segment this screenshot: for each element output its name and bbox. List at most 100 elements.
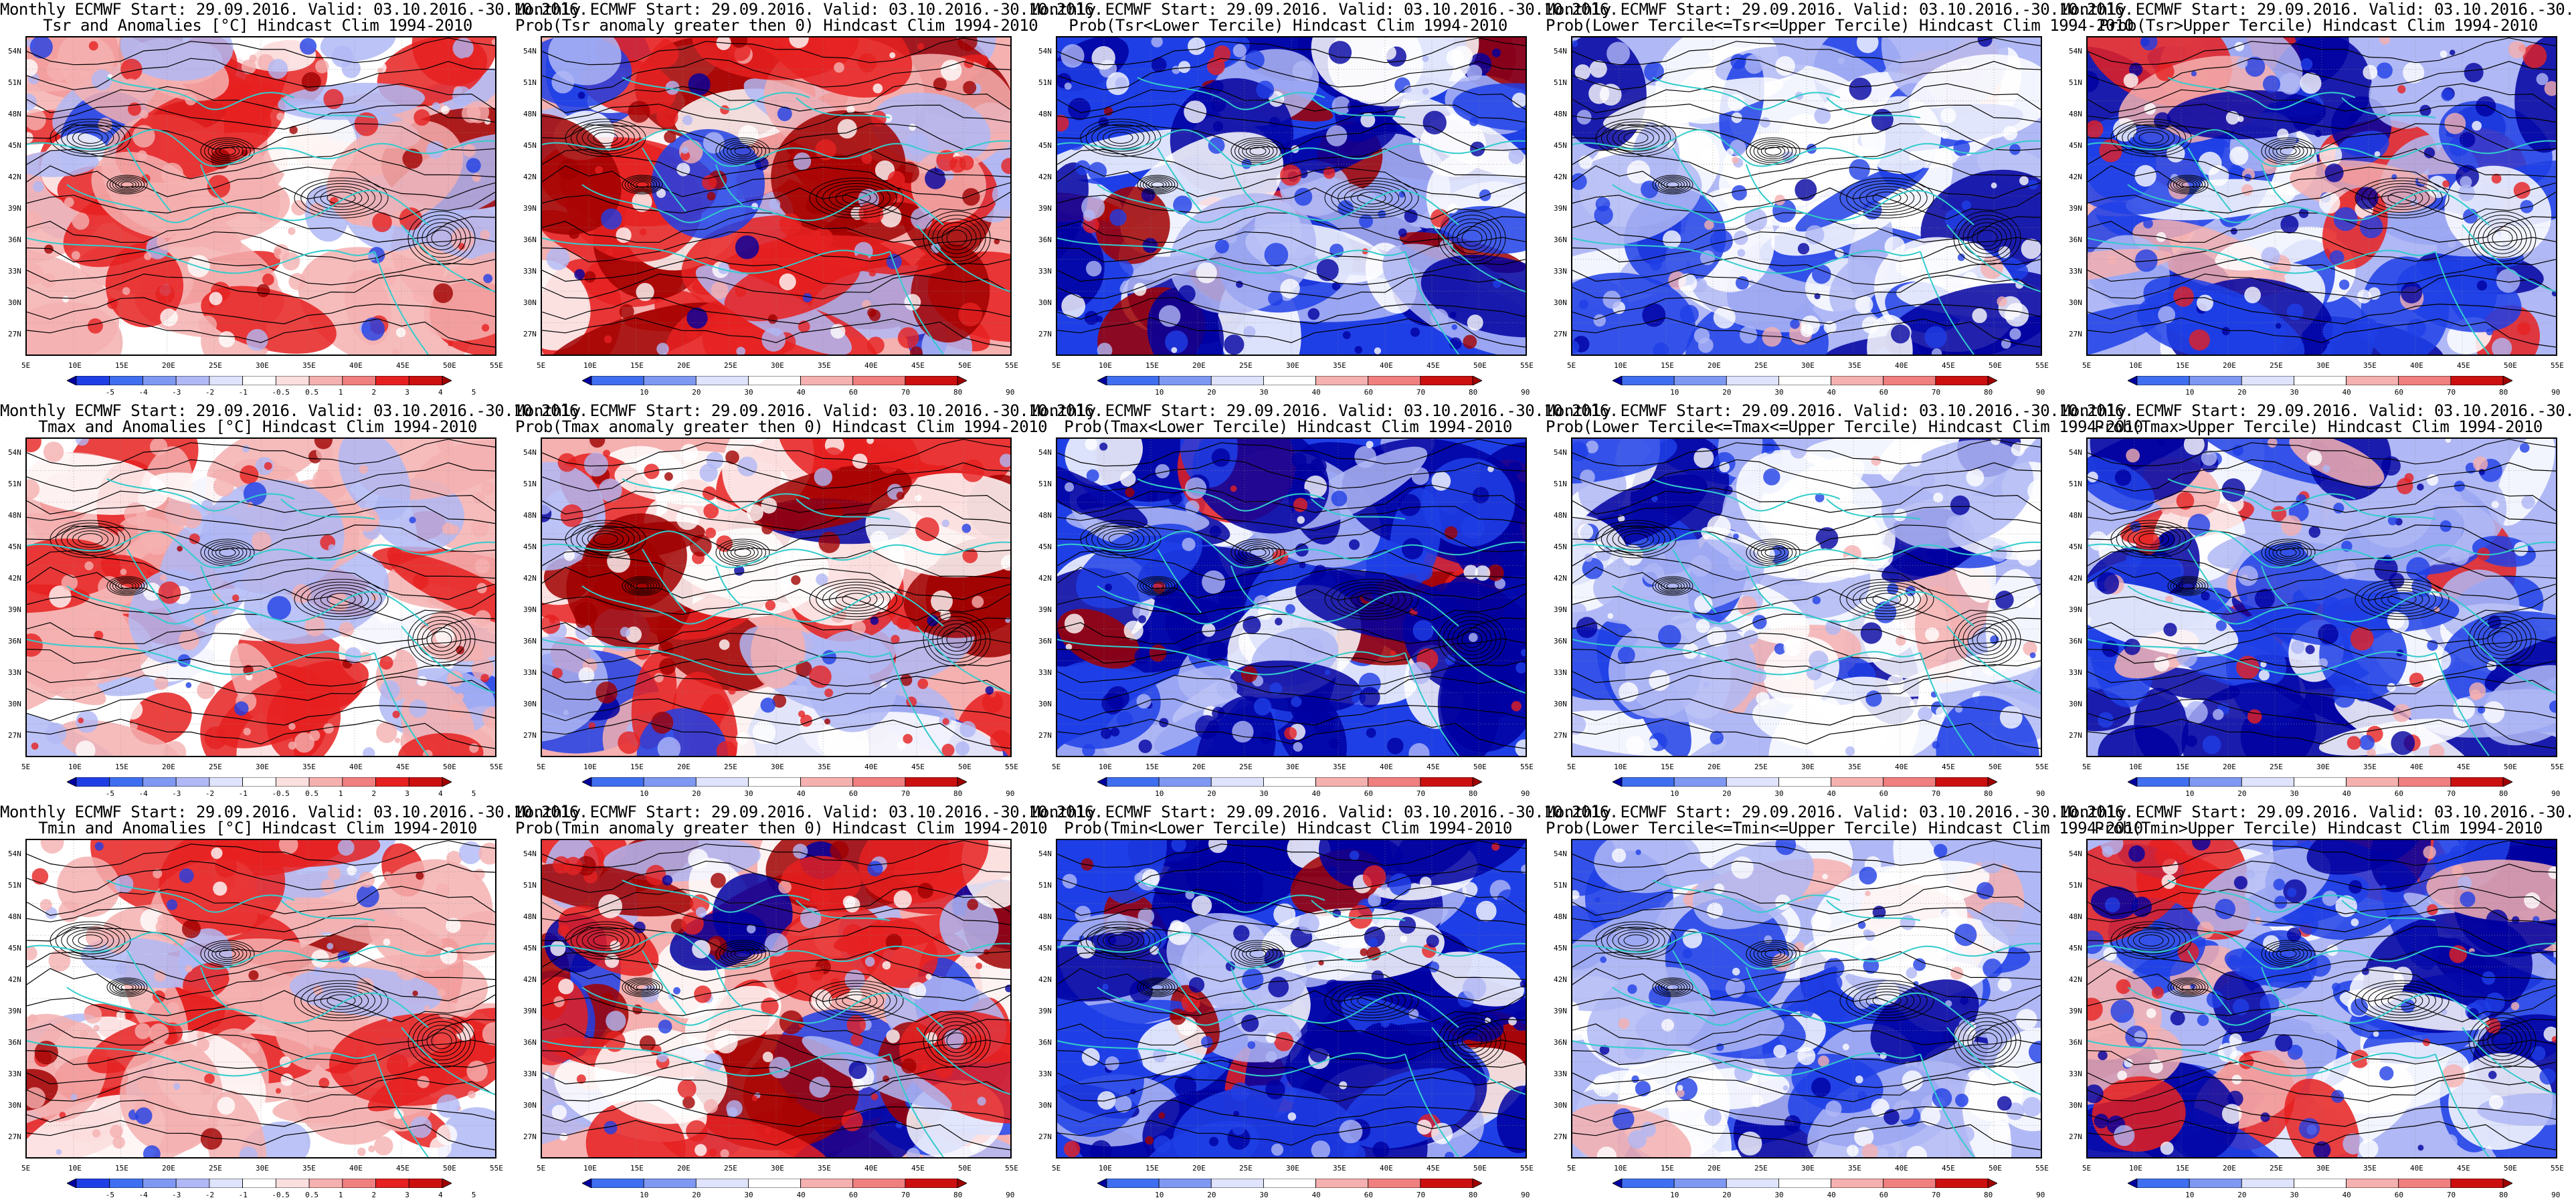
map-canvas (2086, 839, 2557, 1159)
colorbar-tick-label: 0.5 (305, 388, 318, 397)
longitude-label: 35E (818, 1164, 831, 1173)
colorbar-tick-label: 70 (2446, 1191, 2456, 1199)
latitude-label: 51N (523, 480, 537, 488)
latitude-label: 45N (1554, 944, 1567, 952)
map-canvas (1056, 839, 1527, 1159)
latitude-label: 30N (523, 298, 537, 307)
colorbar-tick-label: 4 (438, 1191, 443, 1199)
colorbar-tick-label: 10 (2185, 388, 2195, 397)
colorbar-tick-label: 40 (1311, 1191, 1321, 1199)
colorbar (67, 1179, 452, 1188)
colorbar-tick-label: 80 (2499, 1191, 2508, 1199)
colorbar-tick-label: 30 (1259, 388, 1269, 397)
latitude-label: 36N (523, 1038, 537, 1047)
map-canvas (1056, 36, 1527, 356)
longitude-label: 50E (1989, 1164, 2002, 1173)
colorbar-tick-label: -0.5 (272, 388, 290, 397)
longitude-label: 25E (1239, 361, 1253, 370)
latitude-label: 27N (8, 731, 21, 740)
longitude-label: 45E (2457, 763, 2470, 771)
longitude-label: 15E (2176, 763, 2189, 771)
latitude-label: 54N (1038, 849, 1052, 858)
panel-title-line1: Monthly ECMWF Start: 29.09.2016. Valid: … (2061, 401, 2576, 420)
map-panel: Monthly ECMWF Start: 29.09.2016. Valid: … (515, 0, 1103, 401)
latitude-label: 42N (2069, 975, 2082, 984)
colorbar-tick-label: 80 (1984, 388, 1993, 397)
map-panel: Monthly ECMWF Start: 29.09.2016. Valid: … (0, 401, 588, 803)
latitude-label: 36N (1038, 1038, 1052, 1047)
latitude-label: 45N (2069, 141, 2082, 150)
colorbar-tick-label: 10 (640, 388, 649, 397)
panel-title-line1: Monthly ECMWF Start: 29.09.2016. Valid: … (515, 401, 1103, 420)
longitude-label: 40E (864, 763, 878, 771)
longitude-label: 35E (1333, 361, 1346, 370)
longitude-label: 10E (2129, 763, 2142, 771)
longitude-label: 45E (396, 763, 409, 771)
colorbar-tick-label: -5 (105, 789, 114, 798)
latitude-label: 30N (1554, 1101, 1567, 1110)
latitude-label: 36N (2069, 1038, 2082, 1047)
longitude-label: 20E (677, 361, 691, 370)
latitude-label: 39N (523, 204, 537, 213)
colorbar-tick-label: 90 (1006, 1191, 1015, 1199)
panel-title-line2: Tsr and Anomalies [°C] Hindcast Clim 199… (43, 16, 472, 35)
longitude-label: 25E (1754, 1164, 1768, 1173)
colorbar-tick-label: 40 (1827, 1191, 1836, 1199)
longitude-label: 20E (1192, 763, 1206, 771)
colorbar-tick-label: 60 (1364, 388, 1373, 397)
latitude-label: 33N (1554, 267, 1567, 276)
longitude-label: 25E (2270, 1164, 2283, 1173)
latitude-label: 48N (523, 912, 537, 921)
latitude-label: 30N (2069, 1101, 2082, 1110)
colorbar-tick-label: 70 (1416, 1191, 1426, 1199)
colorbar-tick-label: 40 (2342, 388, 2351, 397)
longitude-label: 40E (349, 1164, 363, 1173)
colorbar-tick-label: 30 (1774, 789, 1784, 798)
longitude-label: 45E (1427, 361, 1440, 370)
longitude-label: 25E (1754, 361, 1768, 370)
colorbar (1613, 1179, 1997, 1188)
longitude-label: 10E (68, 763, 82, 771)
latitude-label: 42N (2069, 574, 2082, 583)
colorbar-tick-label: 90 (1006, 789, 1015, 798)
longitude-label: 50E (443, 1164, 456, 1173)
latitude-label: 36N (2069, 637, 2082, 645)
longitude-label: 55E (1005, 763, 1018, 771)
longitude-label: 25E (1754, 763, 1768, 771)
latitude-label: 42N (1038, 574, 1052, 583)
latitude-label: 30N (1038, 700, 1052, 708)
colorbar-tick-label: 70 (901, 1191, 911, 1199)
latitude-label: 30N (1554, 700, 1567, 708)
latitude-label: 42N (8, 975, 21, 984)
latitude-label: 45N (523, 944, 537, 952)
latitude-label: 48N (1554, 110, 1567, 118)
longitude-label: 5E (2082, 361, 2092, 370)
colorbar-tick-label: -5 (105, 1191, 114, 1199)
longitude-label: 40E (2410, 1164, 2423, 1173)
colorbar-tick-label: 70 (1931, 789, 1941, 798)
latitude-label: 30N (2069, 298, 2082, 307)
panel-title-line1: Monthly ECMWF Start: 29.09.2016. Valid: … (515, 803, 1103, 821)
longitude-label: 15E (1661, 361, 1674, 370)
latitude-label: 54N (8, 47, 21, 56)
panel-title-line2: Prob(Lower Tercile<=Tmin<=Upper Tercile)… (1546, 819, 2143, 837)
panel-title-line1: Monthly ECMWF Start: 29.09.2016. Valid: … (1546, 803, 2134, 821)
panel-title-line2: Prob(Tsr>Upper Tercile) Hindcast Clim 19… (2099, 16, 2538, 35)
colorbar-tick-label: 1 (338, 388, 343, 397)
map-canvas (541, 839, 1012, 1159)
longitude-label: 10E (583, 763, 597, 771)
latitude-label: 30N (8, 700, 21, 708)
latitude-label: 33N (1038, 668, 1052, 677)
panel-title-line2: Prob(Tmin>Upper Tercile) Hindcast Clim 1… (2094, 819, 2543, 837)
longitude-label: 30E (2316, 1164, 2330, 1173)
latitude-label: 51N (2069, 480, 2082, 488)
longitude-label: 50E (958, 361, 972, 370)
longitude-label: 20E (162, 763, 175, 771)
longitude-label: 50E (2504, 361, 2517, 370)
latitude-label: 39N (2069, 204, 2082, 213)
colorbar-tick-label: 30 (2290, 789, 2299, 798)
latitude-label: 33N (523, 267, 537, 276)
longitude-label: 50E (958, 1164, 972, 1173)
longitude-label: 45E (396, 1164, 409, 1173)
longitude-label: 50E (1473, 763, 1487, 771)
